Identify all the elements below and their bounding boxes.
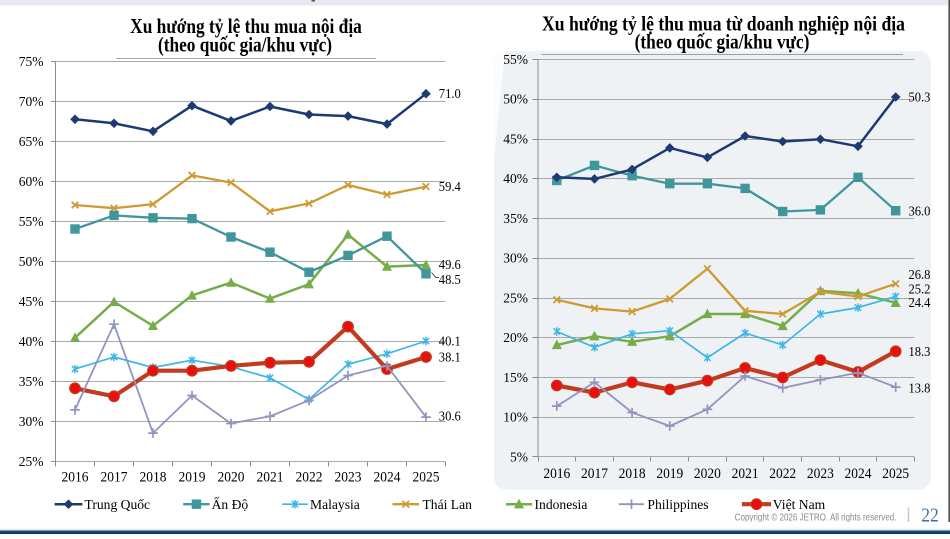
svg-text:20%: 20% <box>503 330 528 345</box>
svg-text:Malaysia: Malaysia <box>310 497 360 512</box>
svg-text:50.3: 50.3 <box>909 89 931 105</box>
svg-text:18.3: 18.3 <box>909 343 931 359</box>
svg-text:35%: 35% <box>19 374 44 389</box>
svg-text:60%: 60% <box>19 174 44 189</box>
svg-text:71.0: 71.0 <box>439 86 461 102</box>
svg-text:2024: 2024 <box>845 466 872 481</box>
svg-text:55%: 55% <box>503 52 528 67</box>
svg-text:Thái Lan: Thái Lan <box>423 497 473 512</box>
svg-text:2024: 2024 <box>374 469 401 484</box>
svg-text:36.0: 36.0 <box>909 203 931 219</box>
svg-text:48.5: 48.5 <box>439 271 461 287</box>
svg-text:(theo quốc gia/khu vực): (theo quốc gia/khu vực) <box>635 31 810 54</box>
svg-text:40%: 40% <box>503 171 528 186</box>
svg-text:15%: 15% <box>503 370 528 385</box>
svg-text:Xu hướng tỷ lệ thu mua từ doan: Xu hướng tỷ lệ thu mua từ doanh nghiệp n… <box>542 13 905 36</box>
svg-text:2021: 2021 <box>732 466 759 481</box>
svg-text:Copyright © 2026 JETRO. All ri: Copyright © 2026 JETRO. All rights reser… <box>735 511 897 522</box>
svg-text:2021: 2021 <box>257 469 284 484</box>
svg-text:2019: 2019 <box>656 466 683 481</box>
svg-text:Ấn Độ: Ấn Độ <box>212 496 249 512</box>
svg-text:49.6: 49.6 <box>439 256 461 272</box>
svg-text:2017: 2017 <box>101 469 128 484</box>
svg-text:5%: 5% <box>510 449 528 464</box>
svg-text:Philippines: Philippines <box>647 497 708 512</box>
svg-text:2019: 2019 <box>179 469 206 484</box>
svg-text:26.8: 26.8 <box>909 266 931 282</box>
svg-text:40.1: 40.1 <box>439 333 461 349</box>
svg-text:2020: 2020 <box>218 469 245 484</box>
svg-text:2023: 2023 <box>807 466 834 481</box>
svg-text:25.2: 25.2 <box>909 281 931 297</box>
svg-text:50%: 50% <box>19 254 44 269</box>
svg-text:30.6: 30.6 <box>439 408 461 424</box>
svg-text:2016: 2016 <box>543 466 570 481</box>
svg-text:45%: 45% <box>503 132 528 147</box>
svg-text:2022: 2022 <box>769 466 796 481</box>
svg-text:Indonesia: Indonesia <box>535 497 588 512</box>
svg-text:25%: 25% <box>19 454 44 469</box>
svg-text:30%: 30% <box>503 251 528 266</box>
svg-text:45%: 45% <box>19 294 44 309</box>
svg-text:22: 22 <box>921 505 939 527</box>
svg-text:2018: 2018 <box>619 466 646 481</box>
svg-text:2016: 2016 <box>62 469 89 484</box>
svg-text:13.8: 13.8 <box>909 380 931 396</box>
svg-text:2025: 2025 <box>882 466 909 481</box>
svg-text:2017: 2017 <box>581 466 608 481</box>
svg-text:Việt Nam: Việt Nam <box>773 497 826 512</box>
svg-text:Xu hướng tỷ lệ thu mua nội địa: Xu hướng tỷ lệ thu mua nội địa <box>130 16 362 39</box>
svg-text:2022: 2022 <box>296 469 323 484</box>
svg-text:25%: 25% <box>503 290 528 305</box>
svg-text:70%: 70% <box>19 94 44 109</box>
svg-text:75%: 75% <box>19 54 44 69</box>
svg-text:35%: 35% <box>503 211 528 226</box>
svg-text:2023: 2023 <box>335 469 362 484</box>
svg-text:38.1: 38.1 <box>439 349 461 365</box>
svg-text:55%: 55% <box>19 214 44 229</box>
svg-text:Trung Quốc: Trung Quốc <box>85 497 151 512</box>
svg-text:10%: 10% <box>503 410 528 425</box>
svg-text:30%: 30% <box>19 414 44 429</box>
svg-text:24.4: 24.4 <box>909 294 931 310</box>
svg-text:40%: 40% <box>19 334 44 349</box>
svg-text:2020: 2020 <box>694 466 721 481</box>
svg-text:(theo quốc gia/khu vực): (theo quốc gia/khu vực) <box>158 34 332 57</box>
svg-text:65%: 65% <box>19 134 44 149</box>
svg-text:59.4: 59.4 <box>439 178 461 194</box>
svg-text:2018: 2018 <box>140 469 167 484</box>
svg-text:50%: 50% <box>503 92 528 107</box>
svg-text:2025: 2025 <box>413 469 440 484</box>
